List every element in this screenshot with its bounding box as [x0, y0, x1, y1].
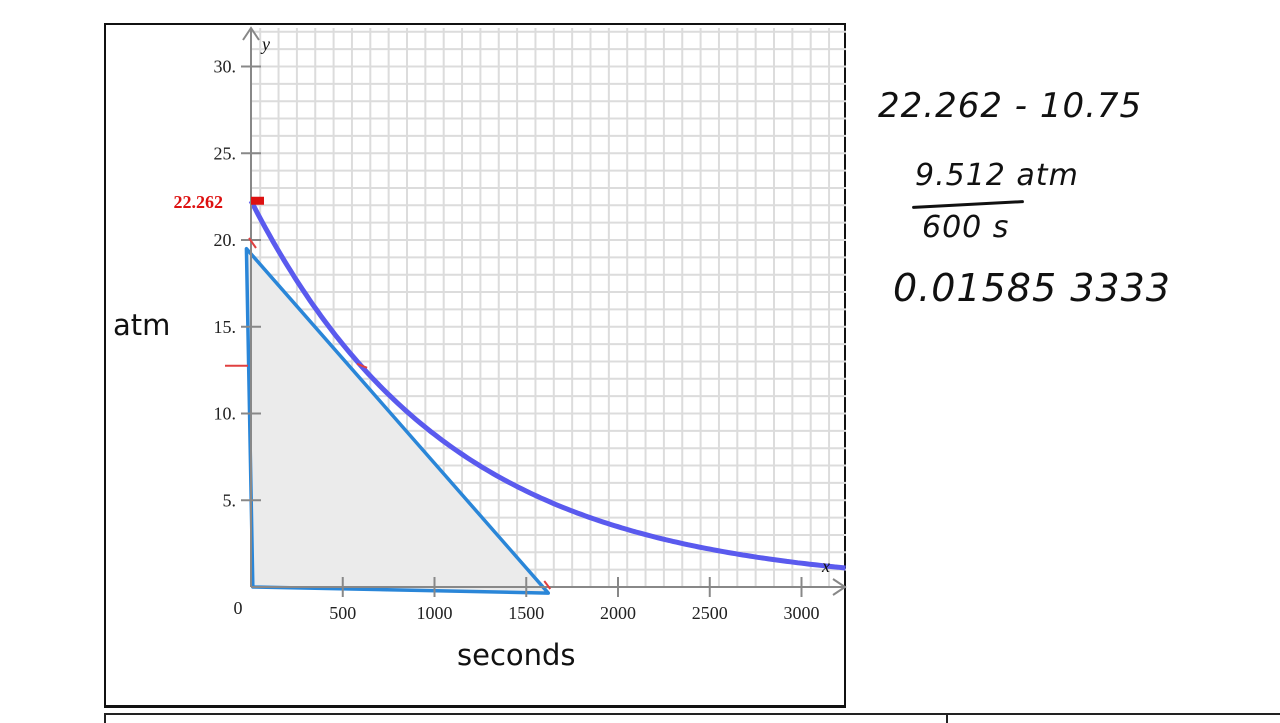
y-axis-title: atm — [113, 308, 171, 342]
y-tick-label: 15. — [214, 317, 237, 337]
x-tick-label: 500 — [329, 603, 356, 623]
axis-ticks: 5. 10. 15. 20. 25. 30. 0 500 1000 1500 2000 2500 300… — [214, 57, 820, 624]
x-axis-title: seconds — [457, 638, 576, 672]
y-axis-arrow-icon — [242, 26, 260, 41]
start-value-label: 22.262 — [174, 192, 224, 212]
bottom-panel — [104, 713, 1280, 723]
x-axis-arrow-icon — [832, 578, 847, 596]
x-axis-symbol: x — [821, 556, 830, 576]
bottom-divider — [946, 713, 948, 723]
note-denominator: 600 s — [922, 210, 1010, 245]
y-tick-label: 10. — [214, 404, 237, 424]
x-tick-label: 2500 — [692, 603, 728, 623]
x-tick-label: 1500 — [508, 603, 544, 623]
note-numerator: 9.512 atm — [915, 158, 1079, 193]
note-subtraction: 22.262 - 10.75 — [878, 86, 1143, 126]
y-axis-symbol: y — [260, 34, 270, 54]
triangle-shape — [244, 246, 551, 595]
x-tick-label: 3000 — [784, 603, 820, 623]
y-tick-label: 20. — [214, 230, 237, 250]
y-tick-label: 5. — [223, 490, 237, 510]
annotations: 22.262 — [174, 192, 552, 590]
y-tick-label: 30. — [214, 57, 237, 77]
tangent-point-marker — [356, 362, 368, 369]
x-tick-label: 1000 — [417, 603, 453, 623]
x-tick-label: 2000 — [600, 603, 636, 623]
tangent-triangle — [244, 246, 551, 595]
pressure-curve — [248, 199, 846, 571]
note-result: 0.01585 3333 — [893, 266, 1171, 310]
y-tick-label: 25. — [214, 143, 237, 163]
curve-path — [248, 199, 846, 571]
start-point-marker — [251, 196, 264, 205]
x-tick-label: 0 — [234, 598, 243, 618]
